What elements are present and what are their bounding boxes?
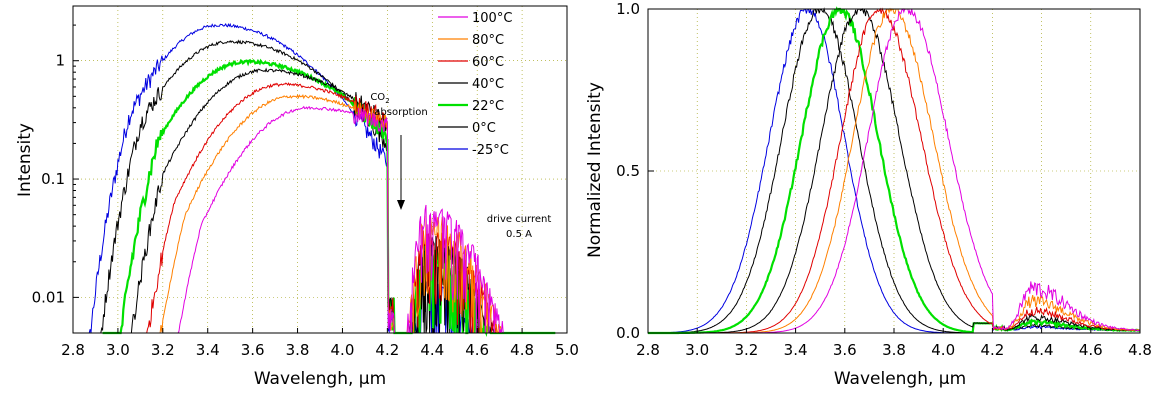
left-x-tick-label: 3.8 bbox=[286, 341, 310, 359]
left-series-group bbox=[73, 22, 556, 337]
left-plot-frame bbox=[72, 5, 568, 334]
left-x-tick-label: 4.8 bbox=[510, 341, 534, 359]
absorption-arrow-head bbox=[397, 200, 405, 210]
right-gridlines bbox=[648, 8, 1140, 334]
co2-text: CO bbox=[370, 92, 385, 103]
left-x-tick-label: 3.0 bbox=[106, 341, 130, 359]
right-y-tick-label: 0.0 bbox=[616, 324, 640, 342]
left-x-axis-label: Wavelengh, μm bbox=[254, 369, 386, 389]
left-annotations: CO2 absorption drive current 0.5 A bbox=[370, 92, 551, 240]
right-x-tick-label: 3.4 bbox=[784, 341, 808, 359]
left-x-tick-label: 3.4 bbox=[196, 341, 220, 359]
left-series-line bbox=[144, 105, 556, 334]
left-y-tick-label: 0.01 bbox=[32, 288, 65, 306]
right-y-axis-label: Normalized Intensity bbox=[585, 82, 605, 258]
right-x-tick-label: 4.8 bbox=[1128, 341, 1152, 359]
left-x-tick-label: 5.0 bbox=[555, 341, 579, 359]
legend-label: 100°C bbox=[472, 11, 512, 26]
co2-label: CO2 bbox=[370, 92, 389, 105]
legend-label: 22°C bbox=[472, 99, 504, 114]
right-x-tick-label: 3.2 bbox=[734, 341, 758, 359]
left-y-ticks: 0.01 0.1 1 bbox=[32, 24, 79, 334]
left-x-tick-label: 4.2 bbox=[375, 341, 399, 359]
right-x-tick-label: 3.6 bbox=[833, 341, 857, 359]
co2-subscript: 2 bbox=[385, 97, 389, 105]
legend-label: 0°C bbox=[472, 121, 496, 136]
right-x-tick-label: 4.6 bbox=[1079, 341, 1103, 359]
drive-current-label: drive current bbox=[487, 214, 552, 225]
right-x-tick-label: 4.4 bbox=[1030, 341, 1054, 359]
legend-label: 60°C bbox=[472, 55, 504, 70]
left-series-line bbox=[117, 82, 556, 334]
left-x-tick-label: 2.8 bbox=[61, 341, 85, 359]
right-x-tick-label: 4.0 bbox=[931, 341, 955, 359]
left-x-ticks: 2.8 3.0 3.2 3.4 3.6 3.8 4.0 4.2 4.4 4.6 4.8 5.0 bbox=[61, 328, 579, 359]
left-chart: 2.8 3.0 3.2 3.4 3.6 3.8 4.0 4.2 4.4 4.6 4.8 5.0 0.0… bbox=[15, 5, 579, 389]
legend-label: -25°C bbox=[472, 143, 509, 158]
right-x-axis-label: Wavelengh, μm bbox=[834, 369, 966, 389]
right-series-line bbox=[648, 6, 1141, 335]
left-series-line bbox=[102, 58, 556, 337]
drive-current-value: 0.5 A bbox=[506, 229, 532, 240]
right-x-tick-label: 3.0 bbox=[685, 341, 709, 359]
absorption-label: absorption bbox=[374, 107, 427, 118]
left-x-tick-label: 3.2 bbox=[151, 341, 175, 359]
right-y-tick-label: 1.0 bbox=[616, 0, 640, 18]
right-series-line bbox=[648, 8, 1141, 334]
legend-label: 80°C bbox=[472, 33, 504, 48]
right-y-tick-label: 0.5 bbox=[616, 162, 640, 180]
right-x-tick-label: 4.2 bbox=[980, 341, 1004, 359]
left-x-tick-label: 4.4 bbox=[420, 341, 444, 359]
left-y-tick-label: 1 bbox=[55, 52, 65, 70]
left-y-tick-label: 0.1 bbox=[41, 170, 65, 188]
left-y-axis-label: Intensity bbox=[15, 123, 35, 197]
right-y-ticks: 0.0 0.5 1.0 bbox=[616, 0, 654, 342]
left-legend: 100°C 80°C 60°C 40°C 22°C 0°C -25°C bbox=[438, 11, 512, 158]
legend-label: 40°C bbox=[472, 77, 504, 92]
left-x-tick-label: 4.6 bbox=[465, 341, 489, 359]
right-x-tick-label: 3.8 bbox=[882, 341, 906, 359]
left-x-tick-label: 3.6 bbox=[241, 341, 265, 359]
left-x-tick-label: 4.0 bbox=[331, 341, 355, 359]
right-x-ticks: 2.8 3.0 3.2 3.4 3.6 3.8 4.0 4.2 4.4 4.6 4.8 bbox=[636, 328, 1152, 359]
right-chart: 2.8 3.0 3.2 3.4 3.6 3.8 4.0 4.2 4.4 4.6 4.8 0.0 0.5… bbox=[585, 0, 1152, 389]
right-series-line bbox=[648, 8, 1141, 334]
right-x-tick-label: 2.8 bbox=[636, 341, 660, 359]
